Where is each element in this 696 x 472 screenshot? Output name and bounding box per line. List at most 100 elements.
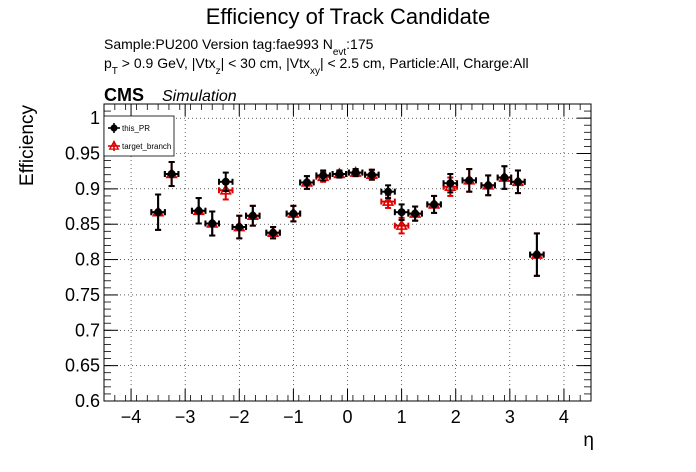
y-tick-label: 0.6 bbox=[75, 391, 100, 411]
x-tick-label: −2 bbox=[229, 407, 250, 427]
data-point bbox=[461, 168, 478, 193]
marker-circle bbox=[269, 228, 278, 237]
data-point bbox=[217, 171, 234, 192]
marker-circle bbox=[500, 173, 509, 182]
subtitle-cut-part1: > 0.9 GeV, |Vtx bbox=[118, 55, 216, 71]
legend-marker-circle bbox=[110, 124, 118, 132]
data-point bbox=[480, 174, 496, 197]
x-tick-label: 3 bbox=[505, 407, 515, 427]
x-axis-label: η bbox=[583, 430, 594, 451]
marker-circle bbox=[484, 181, 493, 190]
y-tick-label: 0.8 bbox=[75, 250, 100, 270]
x-tick-label: −3 bbox=[175, 407, 196, 427]
marker-circle bbox=[289, 209, 298, 218]
data-point bbox=[299, 175, 315, 190]
x-tick-label: −1 bbox=[283, 407, 304, 427]
series-target-branch bbox=[150, 160, 545, 277]
x-tick-label: 4 bbox=[559, 407, 569, 427]
data-point bbox=[393, 203, 410, 221]
chart-subtitle-sample: Sample:PU200 Version tag:fae993 Nevt:175 bbox=[104, 36, 374, 58]
data-point bbox=[245, 204, 261, 227]
subtitle-nevt-value: :175 bbox=[346, 36, 373, 52]
marker-circle bbox=[319, 171, 328, 180]
legend-entry-target-branch: target_branch bbox=[108, 140, 171, 151]
data-point bbox=[364, 168, 380, 181]
data-point bbox=[407, 205, 423, 222]
marker-circle bbox=[367, 170, 376, 179]
marker-triangle bbox=[381, 194, 395, 206]
marker-circle bbox=[430, 200, 439, 209]
data-point bbox=[347, 168, 364, 178]
subtitle-vtxxy-subscript: xy bbox=[310, 66, 320, 77]
chart-title: Efficiency of Track Candidate bbox=[206, 4, 491, 29]
data-point bbox=[315, 169, 331, 182]
y-tick-label: 0.9 bbox=[75, 179, 100, 199]
marker-circle bbox=[397, 208, 406, 217]
legend: this_PR target_branch bbox=[103, 115, 175, 157]
marker-circle bbox=[446, 179, 455, 188]
data-point bbox=[331, 169, 348, 179]
axis-layer: −4 −3 −2 −1 0 1 2 3 4 0.6 0.65 0.7 0.75 0.8 0.85 0.9 0.9… bbox=[65, 103, 592, 427]
subtitle-pt-subscript: T bbox=[112, 66, 118, 77]
subtitle-sample-prefix: Sample:PU200 Version tag:fae993 N bbox=[104, 36, 333, 52]
marker-circle bbox=[465, 176, 474, 185]
data-point bbox=[496, 165, 513, 190]
marker-circle bbox=[335, 170, 344, 179]
cms-label: CMS bbox=[104, 85, 144, 105]
marker-triangle bbox=[395, 218, 408, 230]
data-point bbox=[442, 173, 459, 194]
data-point bbox=[529, 232, 545, 277]
marker-circle bbox=[532, 250, 541, 259]
legend-label: target_branch bbox=[122, 142, 171, 151]
y-tick-label: 0.7 bbox=[75, 320, 100, 340]
x-tick-label: 1 bbox=[397, 407, 407, 427]
data-point bbox=[190, 197, 207, 225]
data-point bbox=[380, 184, 396, 200]
subtitle-vtxz-subscript: z bbox=[216, 66, 221, 77]
legend-marker-triangle bbox=[108, 140, 120, 150]
legend-label: this_PR bbox=[122, 124, 150, 133]
data-point bbox=[285, 204, 302, 223]
series-this-PR bbox=[150, 160, 545, 277]
marker-circle bbox=[235, 223, 244, 232]
simulation-label: Simulation bbox=[162, 88, 237, 105]
x-tick-label: 0 bbox=[342, 407, 352, 427]
y-axis-label: Efficiency bbox=[17, 105, 38, 186]
marker-triangle bbox=[219, 183, 232, 195]
data-point bbox=[150, 193, 166, 231]
y-tick-label: 0.85 bbox=[65, 214, 100, 234]
data-point bbox=[426, 194, 442, 214]
y-tick-label: 0.65 bbox=[65, 356, 100, 376]
y-tick-label: 0.75 bbox=[65, 285, 100, 305]
data-point bbox=[510, 169, 526, 195]
data-point bbox=[231, 214, 248, 240]
subtitle-cut-part3: | < 2.5 cm, Particle:All, Charge:All bbox=[320, 55, 529, 71]
legend-entries: this_PR target_branch bbox=[108, 123, 171, 151]
subtitle-pt-symbol: p bbox=[104, 55, 112, 71]
data-point bbox=[163, 160, 180, 188]
marker-circle bbox=[208, 219, 217, 228]
x-tick-label: 2 bbox=[451, 407, 461, 427]
y-tick-label: 0.95 bbox=[65, 144, 100, 164]
legend-entry-this-PR: this_PR bbox=[108, 123, 150, 133]
marker-circle bbox=[167, 170, 176, 179]
marker-circle bbox=[411, 209, 420, 218]
marker-circle bbox=[384, 187, 393, 196]
marker-circle bbox=[351, 168, 360, 177]
data-layer bbox=[150, 160, 545, 277]
grid-layer bbox=[104, 104, 591, 402]
marker-circle bbox=[302, 178, 311, 187]
marker-circle bbox=[194, 206, 203, 215]
subtitle-nevt-subscript: evt bbox=[333, 47, 347, 58]
marker-circle bbox=[154, 208, 163, 217]
data-point bbox=[265, 226, 281, 240]
marker-circle bbox=[513, 177, 522, 186]
marker-circle bbox=[221, 177, 230, 186]
y-tick-label: 1 bbox=[90, 108, 100, 128]
x-tick-label: −4 bbox=[121, 407, 142, 427]
chart-subtitle-cuts: pT > 0.9 GeV, |Vtxz| < 30 cm, |Vtxxy| < … bbox=[104, 55, 529, 77]
marker-circle bbox=[248, 211, 257, 220]
subtitle-cut-part2: | < 30 cm, |Vtx bbox=[221, 55, 310, 71]
data-point bbox=[393, 216, 410, 235]
